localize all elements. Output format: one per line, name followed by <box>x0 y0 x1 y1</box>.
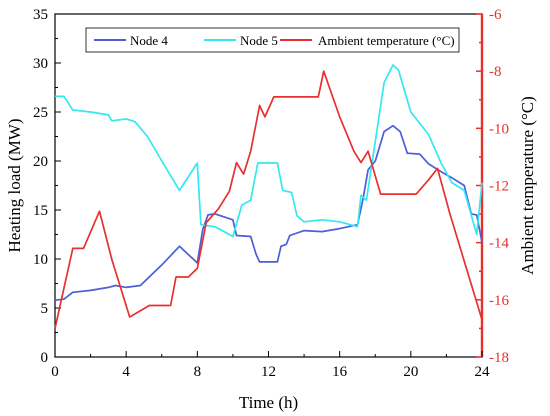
x-tick-label: 0 <box>51 364 59 380</box>
y-left-tick-label: 20 <box>33 154 48 170</box>
y-left-tick-label: 30 <box>33 56 48 72</box>
legend-label-node-4: Node 4 <box>130 33 168 48</box>
plot-area <box>54 13 483 358</box>
x-tick-label: 12 <box>261 364 276 380</box>
legend: Node 4 Node 5 Ambient temperature (°C) <box>85 27 460 53</box>
x-tick-label: 24 <box>475 364 491 380</box>
legend-label-node-5: Node 5 <box>240 33 278 48</box>
y-right-tick-label: -12 <box>489 179 509 195</box>
y-left-tick-label: 10 <box>33 252 48 268</box>
x-axis-title: Time (h) <box>239 393 298 412</box>
y-left-tick-label: 0 <box>41 350 49 366</box>
y-right-tick-label: -18 <box>489 350 509 366</box>
y-left-tick-label: 5 <box>41 301 49 317</box>
series-lines <box>54 64 483 329</box>
y-left-tick-label: 35 <box>33 7 48 23</box>
y-right-tick-label: -16 <box>489 293 509 309</box>
y-left-axis-title: Heating load (MW) <box>5 118 24 252</box>
series-line-node-5 <box>55 64 483 238</box>
y-right-axis-title: Ambient temperature (°C) <box>518 96 537 275</box>
legend-label-ambient-temperature: Ambient temperature (°C) <box>318 33 455 48</box>
x-tick-label: 8 <box>194 364 202 380</box>
axis-ticks: 0 4 8 12 16 20 24 0 5 10 15 20 25 30 35 -18 -16 -14 -12 -10… <box>33 7 509 380</box>
y-right-tick-label: -14 <box>489 236 509 252</box>
y-left-tick-label: 15 <box>33 203 48 219</box>
y-left-tick-label: 25 <box>33 105 48 121</box>
x-tick-label: 16 <box>332 364 348 380</box>
series-line-ambient-temperature <box>54 70 483 329</box>
x-tick-label: 20 <box>403 364 418 380</box>
series-line-node-4 <box>54 124 483 302</box>
y-right-tick-label: -8 <box>489 64 502 80</box>
y-right-tick-label: -6 <box>489 7 502 23</box>
legend-box <box>85 27 460 53</box>
x-tick-label: 4 <box>122 364 130 380</box>
y-right-tick-label: -10 <box>489 121 509 137</box>
